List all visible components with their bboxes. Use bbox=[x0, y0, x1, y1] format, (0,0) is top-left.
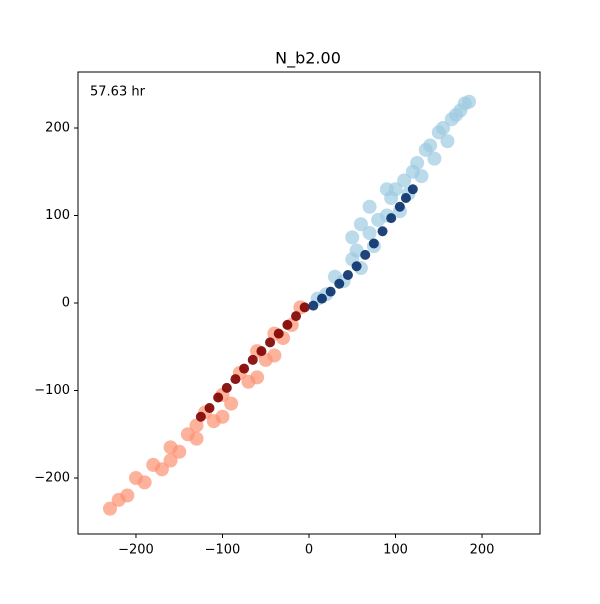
point bbox=[239, 363, 250, 374]
point bbox=[215, 409, 230, 424]
point bbox=[362, 199, 377, 214]
point bbox=[440, 134, 455, 149]
y-tick-label: −100 bbox=[34, 383, 70, 398]
point bbox=[360, 249, 371, 260]
point bbox=[221, 382, 232, 393]
point bbox=[308, 300, 319, 311]
y-tick-label: 0 bbox=[62, 296, 70, 311]
point bbox=[423, 138, 438, 153]
point bbox=[345, 230, 360, 245]
point bbox=[256, 346, 267, 357]
point bbox=[282, 319, 293, 330]
point bbox=[342, 270, 353, 280]
point bbox=[325, 286, 336, 297]
point bbox=[379, 182, 394, 197]
x-tick-label: 0 bbox=[305, 543, 313, 558]
point bbox=[349, 243, 364, 258]
point bbox=[397, 173, 412, 188]
point bbox=[224, 396, 239, 411]
point bbox=[436, 121, 451, 135]
point bbox=[250, 370, 265, 385]
point bbox=[195, 411, 206, 422]
x-tick-label: −100 bbox=[205, 543, 241, 558]
point bbox=[163, 440, 178, 455]
point bbox=[111, 492, 126, 507]
point bbox=[189, 418, 204, 433]
point bbox=[377, 226, 388, 237]
chart-title: N_b2.00 bbox=[275, 49, 341, 69]
point bbox=[427, 151, 442, 166]
point bbox=[265, 337, 276, 348]
x-tick-label: 200 bbox=[470, 543, 495, 558]
point bbox=[163, 453, 178, 468]
point bbox=[267, 348, 282, 363]
point bbox=[353, 217, 368, 232]
point bbox=[316, 293, 327, 304]
point bbox=[204, 403, 215, 413]
x-tick-label: 100 bbox=[383, 543, 408, 558]
point bbox=[291, 311, 302, 322]
point bbox=[273, 328, 284, 339]
point bbox=[103, 501, 118, 516]
point bbox=[400, 193, 411, 203]
point bbox=[394, 201, 405, 212]
point bbox=[180, 427, 195, 442]
point bbox=[128, 471, 143, 485]
y-tick-label: −200 bbox=[34, 471, 70, 486]
point bbox=[410, 156, 425, 170]
point bbox=[351, 261, 362, 272]
point bbox=[299, 302, 310, 313]
point bbox=[334, 278, 345, 289]
point bbox=[407, 184, 418, 195]
point bbox=[362, 226, 377, 240]
point bbox=[462, 94, 477, 109]
point bbox=[247, 354, 258, 365]
point bbox=[386, 213, 397, 224]
x-tick-label: −200 bbox=[118, 543, 154, 558]
point bbox=[146, 457, 161, 472]
y-tick-label: 100 bbox=[45, 208, 70, 223]
point bbox=[230, 374, 241, 385]
y-tick-label: 200 bbox=[45, 121, 70, 136]
point bbox=[414, 169, 429, 184]
point bbox=[368, 238, 379, 249]
annotation: 57.63 hr bbox=[90, 85, 146, 100]
point bbox=[213, 392, 224, 403]
